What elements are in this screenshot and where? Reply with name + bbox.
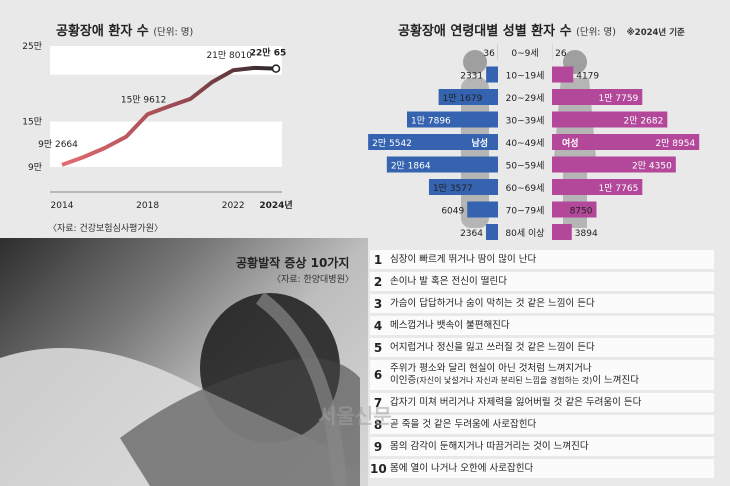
- male-bar: [407, 111, 498, 128]
- symptoms-source: 〈자료: 한양대병원〉: [272, 275, 354, 285]
- male-bar: [486, 66, 498, 83]
- age-category-label: 50~59세: [506, 161, 545, 172]
- symptom-item-7: 7 갑자기 미쳐 버리거나 자제력을 잃어버릴 것 같은 두려움이 든다: [370, 393, 714, 412]
- female-bar: [552, 179, 643, 195]
- female-bar: [552, 156, 676, 173]
- male-bar: [485, 224, 498, 240]
- age-category-label: 40~49세: [506, 138, 545, 149]
- female-value-label: 3894: [575, 229, 598, 239]
- female-value-label: 1만 7759: [599, 93, 639, 104]
- male-bar: [386, 156, 498, 173]
- male-value-label: 6049: [441, 207, 464, 217]
- male-bar: [368, 134, 498, 150]
- line-chart: 9만 15만 25만 2014 2018 2022 2024년 9만 2664 15만 9612…: [22, 41, 292, 211]
- patient-count-line: [61, 65, 277, 167]
- female-value-label: 4179: [576, 72, 599, 82]
- male-value-label: 2364: [460, 229, 483, 239]
- data-label: 21만 8010: [206, 50, 252, 61]
- endpoint-marker: [271, 64, 281, 73]
- y-tick-label: 9만: [28, 162, 42, 173]
- female-value-label: 8750: [570, 207, 593, 217]
- age-category-label: 10~19세: [506, 71, 545, 82]
- male-bar: [428, 179, 498, 195]
- female-bar: [552, 224, 572, 240]
- female-series-label: 여성: [562, 137, 579, 149]
- age-category-label: 0~9세: [511, 48, 538, 59]
- male-value-label: 36: [483, 49, 495, 59]
- age-category-label: 60~69세: [506, 183, 545, 194]
- female-figure-legs: [563, 170, 587, 228]
- female-value-label: 2만 8954: [655, 138, 695, 149]
- male-bar: [467, 201, 498, 218]
- watermark: 서울신문: [318, 404, 392, 428]
- female-bar: [552, 66, 574, 83]
- male-value-label: 1만 1679: [443, 93, 483, 104]
- female-value-label: 2만 4350: [632, 161, 672, 172]
- band-mid: [50, 121, 282, 167]
- symptom-item-9: 9 몸의 감각이 둔해지거나 따끔거리는 것이 느껴진다: [370, 437, 714, 456]
- male-value-label: 2만 5542: [372, 138, 412, 149]
- y-tick-label: 25만: [22, 41, 42, 52]
- male-value-label: 2만 1864: [391, 161, 431, 172]
- symptom-item-6: 6 주위가 평소와 달리 현실이 아닌 것처럼 느껴지거나 이인증(자신이 낯설…: [370, 360, 714, 390]
- symptom-item-10: 10 몸에 열이 나거나 오한에 사로잡힌다: [370, 459, 714, 478]
- x-tick-label: 2018: [136, 201, 159, 211]
- person-silhouette: [0, 292, 368, 486]
- female-bar: [552, 111, 668, 128]
- female-value-label: 2만 2682: [624, 116, 664, 127]
- left-chart-title: 공황장애 환자 수 (단위: 명): [56, 24, 194, 39]
- female-bar: [552, 134, 700, 150]
- age-category-label: 30~39세: [506, 116, 545, 127]
- symptoms-title: 공황발작 증상 10가지: [236, 256, 350, 270]
- female-bar: [552, 201, 597, 218]
- data-label: 22만 65: [250, 47, 286, 59]
- left-chart-source: 〈자료: 건강보험심사평가원〉: [48, 224, 163, 234]
- right-chart-note: ※2024년 기준: [626, 28, 685, 38]
- symptom-item-3: 3 가슴이 답답하거나 숨이 막히는 것 같은 느낌이 든다: [370, 294, 714, 313]
- data-label: 9만 2664: [38, 139, 78, 150]
- male-value-label: 1만 3577: [433, 183, 473, 194]
- male-value-label: 2331: [460, 72, 483, 82]
- data-label: 15만 9612: [121, 94, 167, 105]
- butterfly-chart: 0~9세 36 26 10~19세 2331 4179 20~29세 1만 1679 1만 77…: [368, 44, 700, 240]
- symptom-item-1: 1 심장이 빠르게 뛰거나 땀이 많이 난다: [370, 250, 714, 269]
- symptom-item-5: 5 어지럽거나 정신을 잃고 쓰러질 것 같은 느낌이 든다: [370, 338, 714, 357]
- age-category-label: 20~29세: [506, 93, 545, 104]
- x-tick-label: 2022: [222, 201, 245, 211]
- age-category-label: 70~79세: [506, 206, 545, 217]
- x-tick-label: 2014: [51, 201, 74, 211]
- male-series-label: 남성: [471, 137, 488, 149]
- female-bar: [552, 89, 643, 105]
- person-photo: [0, 238, 368, 486]
- age-category-label: 80세 이상: [505, 228, 544, 239]
- female-value-label: 1만 7765: [599, 183, 639, 194]
- male-value-label: 1만 7896: [411, 116, 451, 127]
- female-value-label: 26: [555, 49, 567, 59]
- symptom-item-2: 2 손이나 발 혹은 전신이 떨린다: [370, 272, 714, 291]
- male-bar: [438, 89, 498, 105]
- male-figure-head: [463, 50, 487, 74]
- symptom-item-4: 4 메스껍거나 뱃속이 불편해진다: [370, 316, 714, 335]
- x-tick-label: 2024년: [259, 199, 292, 211]
- y-tick-label: 15만: [22, 117, 42, 128]
- right-chart-title: 공황장애 연령대별 성별 환자 수 (단위: 명) ※2024년 기준: [398, 24, 685, 39]
